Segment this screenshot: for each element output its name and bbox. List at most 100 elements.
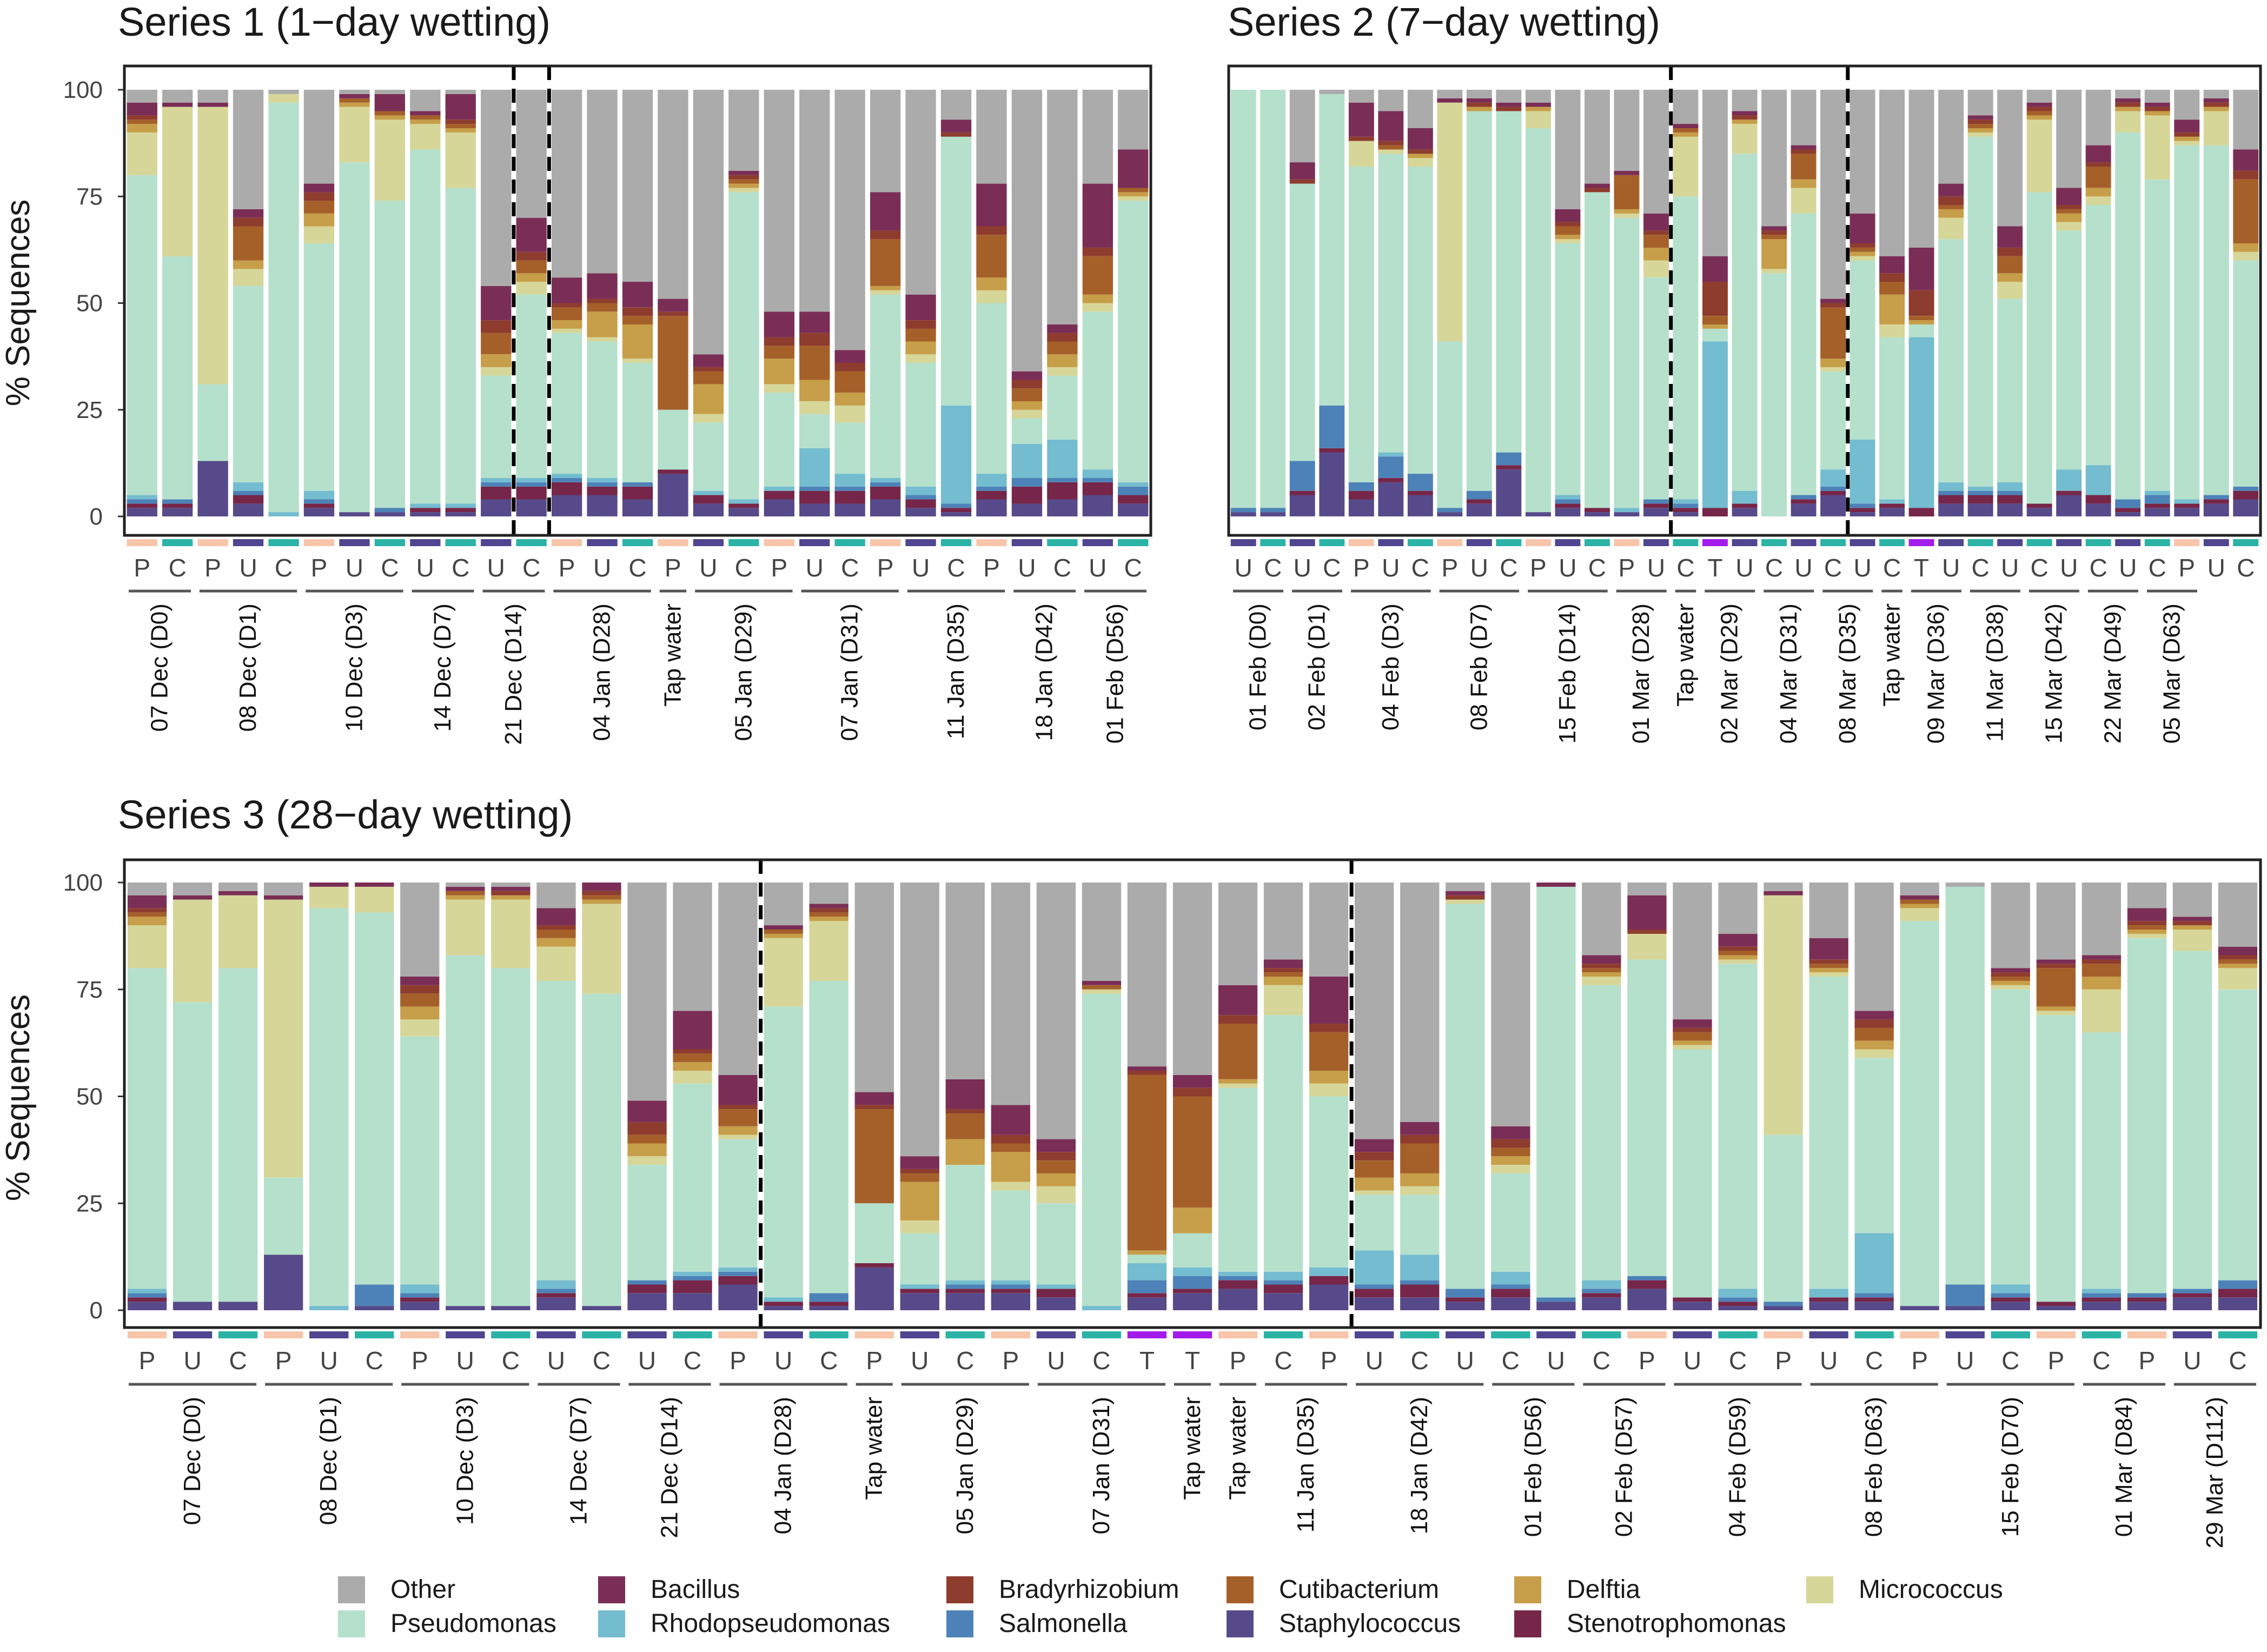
sample-type-strip <box>2203 539 2229 546</box>
sample-type-label: C <box>1588 554 1606 582</box>
bar-segment-bradyrhizobium <box>1446 895 1485 900</box>
bar-segment-rhodopseudomonas <box>1908 337 1934 508</box>
bar-segment-bradyrhizobium <box>2082 959 2121 964</box>
sample-type-strip <box>1496 539 1522 546</box>
bar-segment-cutibacterium <box>1761 235 1787 240</box>
bar-segment-rhodopseudomonas <box>1938 482 1964 491</box>
bar-segment-pseudomonas <box>233 286 264 482</box>
bar-segment-micrococcus <box>1673 1045 1712 1050</box>
y-axis-label: % Sequences <box>0 200 37 407</box>
bar-segment-pseudomonas <box>940 136 972 406</box>
bar-19 <box>764 90 794 516</box>
bar-segment-stenotrophomonas <box>2056 490 2082 495</box>
sample-type-label: U <box>1956 1346 1974 1375</box>
bar-stack-group <box>127 90 1149 516</box>
bar-segment-salmonella <box>233 490 264 495</box>
group-date-label: 04 Jan (D28) <box>589 603 615 741</box>
sample-type-label: C <box>2149 554 2166 582</box>
legend-label-micrococcus: Micrococcus <box>1859 1575 2003 1604</box>
sample-type-label: P <box>771 554 787 582</box>
bar-segment-staphylococcus <box>1673 512 1699 516</box>
bar-segment-rhodopseudomonas <box>1582 1280 1621 1289</box>
sample-type-strip <box>1437 539 1463 546</box>
bar-segment-bradyrhizobium <box>1850 243 1875 248</box>
bar-segment-cutibacterium <box>1938 205 1964 209</box>
bar-segment-pseudomonas <box>1082 311 1113 470</box>
group-date-label: Tap water <box>1672 603 1699 707</box>
bar-segment-staphylococcus <box>127 1302 167 1310</box>
bar-segment-micrococcus <box>445 132 476 188</box>
bar-segment-staphylococcus <box>491 1306 531 1310</box>
bar-segment-micrococcus <box>552 328 582 333</box>
bar-segment-cutibacterium <box>445 124 476 128</box>
sample-type-label: C <box>1676 554 1694 582</box>
bar-segment-micrococcus <box>1718 959 1758 964</box>
bar-segment-bradyrhizobium <box>1997 247 2023 256</box>
bar-segment-staphylococcus <box>1378 482 1404 516</box>
bar-segment-pseudomonas <box>1854 1058 1894 1233</box>
sample-type-strip <box>582 1331 621 1338</box>
bar-segment-rhodopseudomonas <box>1172 1267 1212 1276</box>
bar-segment-micrococcus <box>799 401 830 414</box>
bar-segment-stenotrophomonas <box>127 1297 167 1302</box>
bar-39 <box>1854 883 1894 1310</box>
bar-segment-stenotrophomonas <box>854 1263 894 1268</box>
bar-segment-bacillus <box>1908 247 1934 290</box>
bar-segment-other <box>1172 883 1212 1075</box>
bar-33 <box>1582 883 1621 1310</box>
sample-type-strip <box>410 539 441 546</box>
sample-type-label: C <box>841 554 859 582</box>
bar-segment-bradyrhizobium <box>1643 230 1669 235</box>
bar-segment-cutibacterium <box>728 179 759 184</box>
bar-segment-delftia <box>1118 192 1149 197</box>
sample-type-strip <box>1673 1331 1712 1338</box>
bar-segment-pseudomonas <box>2203 145 2229 495</box>
bar-segment-cutibacterium <box>2085 167 2111 188</box>
bar-segment-bacillus <box>516 217 547 252</box>
bar-segment-bradyrhizobium <box>2144 107 2170 111</box>
bar-segment-bacillus <box>1378 111 1404 141</box>
bar-segment-pseudomonas <box>1820 371 1846 470</box>
bar-segment-stenotrophomonas <box>945 1289 985 1293</box>
sample-type-strip <box>809 1331 849 1338</box>
bar-segment-cutibacterium <box>2233 179 2259 243</box>
bar-segment-staphylococcus <box>2174 508 2200 516</box>
bar-segment-pseudomonas <box>1496 111 1522 453</box>
bar-segment-stenotrophomonas <box>1673 508 1699 513</box>
bar-segment-other <box>1908 90 1934 248</box>
bar-segment-bacillus <box>658 298 688 312</box>
sample-type-strip <box>1309 1331 1349 1338</box>
bar-9 <box>1466 90 1492 516</box>
sample-type-strip <box>1938 539 1964 546</box>
bar-segment-rhodopseudomonas <box>400 1284 440 1293</box>
sample-type-strip <box>127 1331 167 1338</box>
bar-segment-stenotrophomonas <box>799 490 830 504</box>
bar-segment-pseudomonas <box>1309 1096 1349 1268</box>
bar-segment-stenotrophomonas <box>1309 1276 1349 1285</box>
sample-type-strip <box>834 539 865 546</box>
bar-segment-salmonella <box>127 499 157 504</box>
sample-type-strip <box>1047 539 1078 546</box>
sample-type-label: C <box>956 1346 974 1375</box>
legend-label-bacillus: Bacillus <box>651 1575 740 1604</box>
bar-34 <box>1627 883 1667 1310</box>
bar-segment-other <box>976 90 1007 184</box>
bar-segment-bradyrhizobium <box>1879 273 1905 282</box>
bar-segment-stenotrophomonas <box>1218 1280 1258 1289</box>
bar-segment-bradyrhizobium <box>854 1105 894 1110</box>
bar-segment-bacillus <box>2127 908 2167 921</box>
bar-segment-micrococcus <box>870 290 901 295</box>
bar-segment-micrococcus <box>764 938 803 1007</box>
bar-segment-stenotrophomonas <box>1991 1297 2030 1302</box>
bar-segment-delftia <box>945 1139 985 1165</box>
bar-46 <box>2172 883 2212 1310</box>
bar-segment-bacillus <box>1536 883 1576 887</box>
bar-segment-bacillus <box>233 209 264 218</box>
bar-segment-other <box>1263 883 1303 960</box>
sample-type-label: U <box>547 1346 565 1375</box>
bar-segment-other <box>339 90 370 94</box>
sample-type-strip <box>1466 539 1492 546</box>
bar-segment-staphylococcus <box>1614 512 1640 516</box>
bar-segment-stenotrophomonas <box>658 469 688 474</box>
sample-type-strip <box>1997 539 2023 546</box>
